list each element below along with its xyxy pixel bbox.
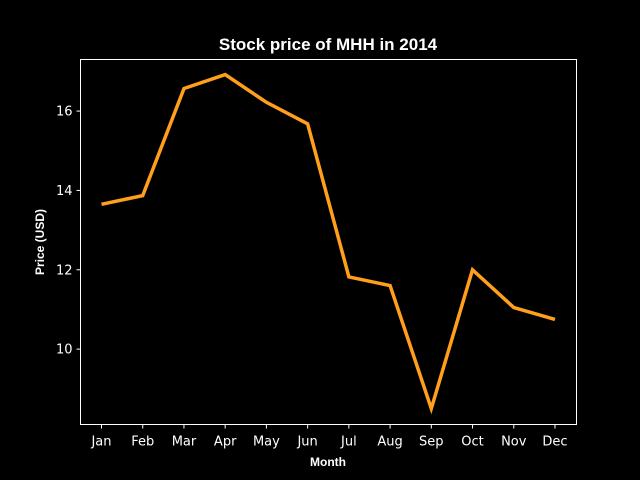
x-tick-label: Jul — [340, 435, 357, 450]
x-tick-label: Aug — [377, 435, 402, 450]
y-axis: 10 12 14 16 — [56, 105, 81, 358]
x-tick-label: Feb — [131, 435, 154, 450]
x-tick-label: Nov — [501, 435, 527, 450]
y-tick-label: 16 — [56, 105, 73, 120]
x-tick-label: Oct — [461, 435, 483, 450]
x-tick-label: Mar — [172, 435, 197, 450]
x-tick-label: Apr — [214, 435, 237, 450]
y-axis-label: Price (USD) — [33, 209, 47, 275]
x-axis: Jan Feb Mar Apr May Jun Jul Aug Sep Oct Nov Dec — [90, 424, 568, 450]
x-tick-label: Jan — [90, 435, 111, 450]
x-tick-label: Jun — [296, 435, 317, 450]
series-line — [101, 72, 556, 415]
x-tick-label: May — [253, 435, 280, 450]
plot-area-frame — [80, 59, 577, 425]
chart-title: Stock price of MHH in 2014 — [219, 35, 438, 54]
y-tick-label: 14 — [56, 184, 73, 199]
y-tick-label: 12 — [56, 263, 73, 278]
x-axis-label: Month — [310, 455, 346, 469]
x-tick-label: Dec — [542, 435, 567, 450]
y-tick-label: 10 — [56, 343, 73, 358]
x-tick-label: Sep — [419, 435, 444, 450]
series-group — [101, 72, 556, 415]
